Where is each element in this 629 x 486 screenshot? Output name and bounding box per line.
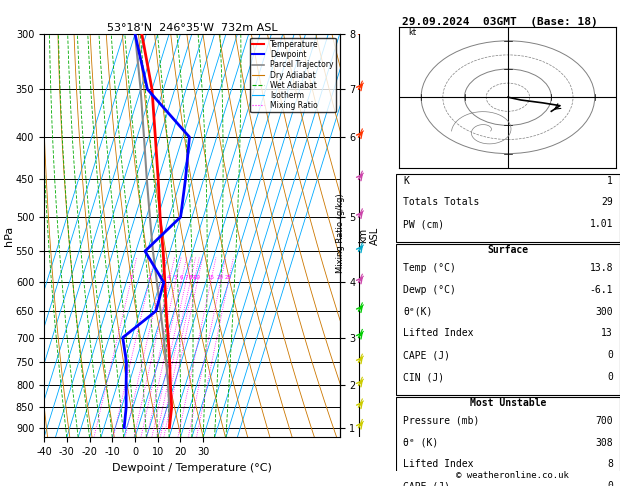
Text: θᵉ(K): θᵉ(K) [403, 307, 432, 316]
Text: K: K [403, 175, 409, 186]
Text: 1: 1 [129, 275, 132, 280]
Legend: Temperature, Dewpoint, Parcel Trajectory, Dry Adiabat, Wet Adiabat, Isotherm, Mi: Temperature, Dewpoint, Parcel Trajectory… [250, 38, 336, 112]
Y-axis label: hPa: hPa [4, 226, 14, 246]
Text: 6: 6 [179, 275, 183, 280]
Text: CAPE (J): CAPE (J) [403, 350, 450, 360]
Text: 8: 8 [607, 459, 613, 469]
Text: 0: 0 [607, 481, 613, 486]
Text: 29.09.2024  03GMT  (Base: 18): 29.09.2024 03GMT (Base: 18) [402, 17, 598, 27]
Text: Surface: Surface [487, 245, 528, 256]
Text: 15: 15 [207, 275, 214, 280]
Bar [396, 244, 620, 395]
Text: 5: 5 [174, 275, 177, 280]
Text: 3: 3 [159, 275, 162, 280]
X-axis label: Dewpoint / Temperature (°C): Dewpoint / Temperature (°C) [112, 463, 272, 473]
Text: kt: kt [408, 28, 416, 37]
Text: Most Unstable: Most Unstable [470, 399, 546, 408]
Text: Pressure (mb): Pressure (mb) [403, 416, 479, 426]
Text: CAPE (J): CAPE (J) [403, 481, 450, 486]
Text: 8: 8 [188, 275, 192, 280]
Text: 308: 308 [595, 437, 613, 448]
Text: 13: 13 [601, 329, 613, 338]
Text: Temp (°C): Temp (°C) [403, 263, 456, 273]
Text: 29: 29 [601, 197, 613, 208]
Title: 53°18'N  246°35'W  732m ASL: 53°18'N 246°35'W 732m ASL [106, 23, 277, 33]
Text: 700: 700 [595, 416, 613, 426]
Text: 0: 0 [607, 372, 613, 382]
Text: 20: 20 [217, 275, 224, 280]
Text: © weatheronline.co.uk: © weatheronline.co.uk [456, 471, 569, 480]
Text: Dewp (°C): Dewp (°C) [403, 285, 456, 295]
Y-axis label: km
ASL: km ASL [359, 226, 380, 245]
Text: 9: 9 [192, 275, 196, 280]
Text: 1.01: 1.01 [589, 219, 613, 229]
Text: Lifted Index: Lifted Index [403, 329, 474, 338]
Bar [396, 397, 620, 486]
Text: θᵉ (K): θᵉ (K) [403, 437, 438, 448]
Text: CIN (J): CIN (J) [403, 372, 444, 382]
Text: Lifted Index: Lifted Index [403, 459, 474, 469]
Text: 25: 25 [225, 275, 231, 280]
Text: 4: 4 [167, 275, 170, 280]
Text: 300: 300 [595, 307, 613, 316]
Text: 13.8: 13.8 [589, 263, 613, 273]
Text: PW (cm): PW (cm) [403, 219, 444, 229]
Text: 10: 10 [194, 275, 201, 280]
Text: 0: 0 [607, 350, 613, 360]
Text: 7: 7 [184, 275, 187, 280]
Text: Mixing Ratio (g/kg): Mixing Ratio (g/kg) [337, 193, 345, 273]
Text: Totals Totals: Totals Totals [403, 197, 479, 208]
Text: -6.1: -6.1 [589, 285, 613, 295]
Bar [396, 174, 620, 243]
Text: 1: 1 [607, 175, 613, 186]
Text: 2: 2 [147, 275, 151, 280]
